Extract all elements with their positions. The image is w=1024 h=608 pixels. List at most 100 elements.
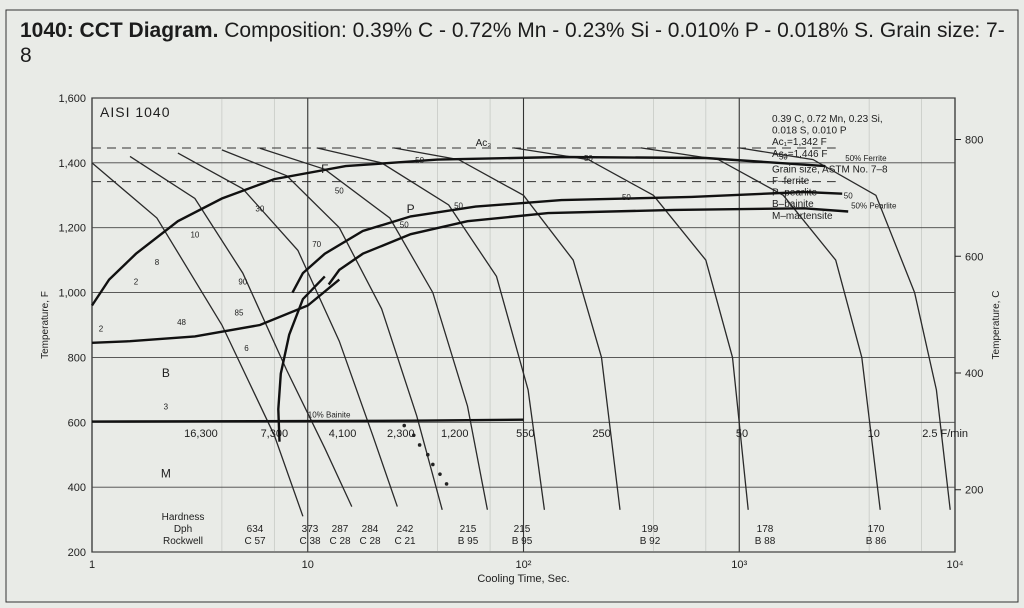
cooling-curve-label: 250 xyxy=(592,428,610,440)
curve-percent-label: 70 xyxy=(312,240,321,249)
hardness-rockwell: C 21 xyxy=(394,536,416,547)
martensite-dot xyxy=(431,462,435,467)
cooling-curve xyxy=(259,147,489,510)
martensite-dot xyxy=(444,482,449,486)
cooling-curve xyxy=(221,149,443,510)
hardness-rockwell: B 95 xyxy=(512,536,533,547)
hardness-dph: 634 xyxy=(247,524,264,535)
figure-title: 1040: CCT Diagram. Composition: 0.39% C … xyxy=(20,18,1010,68)
transformation-curve xyxy=(291,190,843,294)
hardness-dph: 178 xyxy=(757,524,774,535)
hardness-dph: 287 xyxy=(332,524,349,535)
y2-tick-label: 200 xyxy=(965,485,983,497)
hardness-rockwell: C 28 xyxy=(359,536,381,547)
curve-percent-label: 50 xyxy=(844,192,853,201)
cooling-curve xyxy=(393,147,621,510)
curve-percent-label: 10 xyxy=(190,230,199,239)
y-tick-label: 400 xyxy=(68,482,86,494)
x-tick-label: 10³ xyxy=(731,559,747,571)
cooling-curve xyxy=(129,155,353,507)
curve-percent-label: 2 xyxy=(99,324,104,333)
cooling-curve xyxy=(316,147,546,510)
cooling-curve-label: 1,200 xyxy=(441,428,469,440)
cooling-curve xyxy=(177,152,398,507)
x-tick-label: 10⁴ xyxy=(947,559,964,571)
curve-percent-label: 50 xyxy=(584,154,593,163)
transformation-curve xyxy=(327,207,849,286)
cooling-curve-label: 50 xyxy=(736,428,748,440)
hardness-rockwell: C 38 xyxy=(299,536,321,547)
figure-border xyxy=(5,9,1019,603)
y-tick-label: 800 xyxy=(68,352,86,364)
y-tick-label: 1,200 xyxy=(58,223,86,235)
region-label: M xyxy=(161,466,171,480)
chart-title: AISI 1040 xyxy=(100,104,171,120)
martensite-dot xyxy=(402,423,407,428)
hardness-dph: 242 xyxy=(397,524,414,535)
y-tick-label: 1,400 xyxy=(58,158,86,170)
transformation-curve xyxy=(90,155,826,307)
cooling-curve-label: 4,100 xyxy=(329,428,357,440)
hardness-row-label: Dph xyxy=(174,524,192,535)
critical-line-label: Ac₃ xyxy=(476,138,492,149)
transformation-curve xyxy=(91,278,341,344)
y2-tick-label: 800 xyxy=(965,135,983,147)
info-line: B–bainite xyxy=(772,199,814,210)
annotation-label: 10% Bainite xyxy=(308,410,351,419)
curve-percent-label: 50 xyxy=(622,193,631,202)
curve-percent-label: 90 xyxy=(238,277,247,286)
curve-percent-label: 48 xyxy=(177,318,186,327)
x-tick-label: 10 xyxy=(302,559,314,571)
hardness-row-label: Rockwell xyxy=(163,536,203,547)
curve-percent-label: 50 xyxy=(454,201,463,210)
info-line: Ac₁=1,342 F xyxy=(772,137,827,148)
curve-percent-label: 2 xyxy=(134,277,139,286)
hardness-row-label: Hardness xyxy=(162,512,205,523)
cooling-curve-label: 2,300 xyxy=(387,428,415,440)
x-tick-label: 10² xyxy=(516,559,532,571)
hardness-rockwell: B 95 xyxy=(458,536,479,547)
curve-percent-label: 8 xyxy=(155,258,160,267)
region-label: F xyxy=(321,162,328,176)
info-line: Ac₃=1,446 F xyxy=(772,149,828,160)
curve-percent-label: 50 xyxy=(400,221,409,230)
cooling-curve-label: 10 xyxy=(868,428,880,440)
curve-percent-label: 30 xyxy=(255,205,264,214)
cooling-curve-label: 16,300 xyxy=(184,428,218,440)
hardness-dph: 284 xyxy=(362,524,379,535)
cooling-curve-label: 2.5 F/min xyxy=(922,428,968,440)
x-axis-label: Cooling Time, Sec. xyxy=(477,573,569,585)
curve-percent-label: 50 xyxy=(415,156,424,165)
hardness-rockwell: B 88 xyxy=(755,536,776,547)
hardness-rockwell: B 92 xyxy=(640,536,661,547)
cooling-curve xyxy=(640,147,881,510)
hardness-dph: 199 xyxy=(642,524,659,535)
hardness-rockwell: B 86 xyxy=(866,536,887,547)
transformation-curve xyxy=(91,418,524,423)
region-label: P xyxy=(407,202,415,216)
figure-title-bold: 1040: CCT Diagram. xyxy=(20,19,219,42)
cooling-curve-label: 550 xyxy=(516,428,534,440)
info-line: M–martensite xyxy=(772,211,833,222)
annotation-label: 50% Ferrite xyxy=(845,154,887,163)
martensite-dot xyxy=(438,472,442,476)
figure-title-rest: Composition: 0.39% C - 0.72% Mn - 0.23% … xyxy=(20,19,1005,67)
transformation-curve xyxy=(277,275,326,442)
curve-percent-label: 6 xyxy=(244,344,249,353)
martensite-dot xyxy=(411,433,416,438)
annotation-label: 50% Pearlite xyxy=(851,201,897,210)
martensite-dot xyxy=(425,452,430,457)
info-line: 0.018 S, 0.010 P xyxy=(772,126,847,137)
y-axis-label: Temperature, F xyxy=(40,291,51,359)
y2-tick-label: 400 xyxy=(965,368,983,380)
x-tick-label: 1 xyxy=(89,559,95,571)
hardness-dph: 373 xyxy=(302,524,319,535)
curve-percent-label: 85 xyxy=(235,308,244,317)
region-label: B xyxy=(162,366,170,380)
hardness-rockwell: C 28 xyxy=(329,536,351,547)
cooling-curve xyxy=(739,147,951,510)
curve-percent-label: 50 xyxy=(779,153,788,162)
hardness-dph: 170 xyxy=(868,524,885,535)
y2-axis-label: Temperature, C xyxy=(991,291,1002,360)
